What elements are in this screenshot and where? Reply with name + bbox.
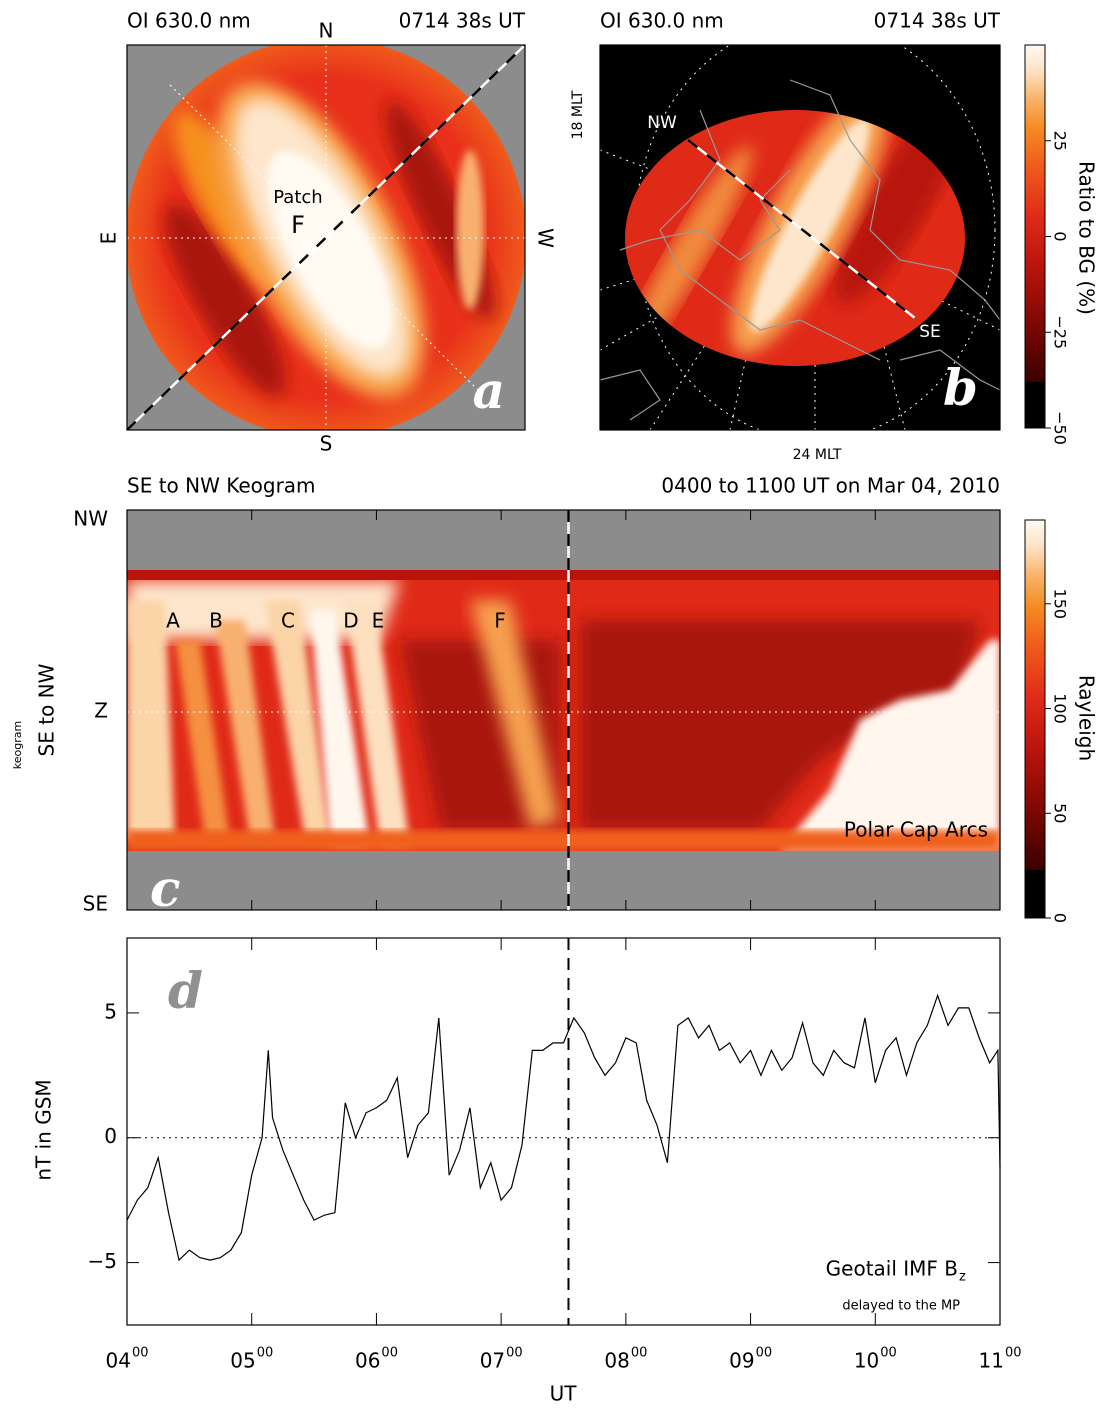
annotation: Polar Cap Arcs (844, 818, 988, 842)
x-tick-label: 05 (230, 1349, 255, 1373)
y-tick-label: −5 (88, 1249, 117, 1273)
y-axis-note: keogram (11, 721, 24, 769)
legend-note: delayed to the MP (842, 1299, 960, 1314)
panel-letter: a (473, 361, 505, 420)
x-axis-title: UT (550, 1382, 578, 1406)
x-tick-label: 04 (106, 1349, 131, 1373)
colorbar (1024, 44, 1046, 429)
title: OI 630.0 nm (127, 9, 251, 33)
event-label: F (494, 609, 506, 633)
colorbar-tick-label: 150 (1051, 589, 1070, 620)
x-tick-label: 08 (604, 1349, 629, 1373)
x-tick-label-sup: 00 (631, 1346, 648, 1361)
colorbar-tick-label: −50 (1051, 411, 1070, 445)
event-label: B (209, 609, 223, 633)
direction: S (320, 432, 333, 456)
legend-text: Geotail IMF B (826, 1257, 958, 1281)
coastlines (599, 79, 1001, 421)
panel-letter: d (168, 961, 203, 1020)
colorbar (1024, 519, 1046, 919)
event-label: E (372, 609, 385, 633)
y-label: NW (73, 507, 108, 531)
frame (126, 509, 1001, 911)
x-tick-label-sup: 00 (381, 1346, 398, 1361)
y-tick-label: 0 (104, 1124, 117, 1148)
legend-subscript: z (959, 1270, 966, 1285)
x-tick-label-sup: 00 (880, 1346, 897, 1361)
panel-c: SE to NW Keogram 0400 to 1100 UT on Mar … (11, 474, 1099, 919)
annotation: F (291, 211, 305, 239)
colorbar-label: Rayleigh (1075, 675, 1099, 761)
colorbar-tick-label: 25 (1051, 131, 1070, 151)
frame (126, 937, 1001, 1326)
panel-letter: c (150, 859, 180, 918)
cut-line (127, 45, 525, 430)
panel-letter: b (943, 358, 978, 417)
direction: W (534, 228, 558, 248)
mlt-label: 18 MLT (570, 90, 586, 139)
frame (126, 44, 526, 431)
time-range: 0400 to 1100 UT on Mar 04, 2010 (661, 474, 1000, 498)
y-axis-title: nT in GSM (32, 1079, 56, 1180)
colorbar-tick-label: 100 (1051, 693, 1070, 724)
colorbar-tick-label: 0 (1051, 231, 1070, 241)
diagonal (169, 84, 481, 393)
event-label: A (166, 609, 180, 633)
y-axis-title: SE to NW (35, 663, 59, 756)
mlt-label: 24 MLT (793, 447, 842, 463)
panel-b: OI 630.0 nm 0714 38s UT 18 MLT 24 MLT NW… (570, 9, 1099, 464)
frame (599, 44, 1001, 431)
x-tick-label-sup: 00 (1005, 1346, 1022, 1361)
allsky-image (127, 45, 525, 430)
colorbar-tick-label: 50 (1051, 803, 1070, 823)
y-label: Z (94, 699, 108, 723)
panel-a: OI 630.0 nm 0714 38s UT N S E W Patch F … (97, 9, 558, 456)
line-label: SE (919, 322, 941, 342)
time: 0714 38s UT (399, 9, 526, 33)
cut-line (687, 139, 916, 319)
annotation: Patch (273, 187, 322, 208)
time: 0714 38s UT (874, 9, 1001, 33)
direction: E (97, 232, 121, 245)
title: SE to NW Keogram (127, 474, 316, 498)
x-tick-label: 06 (355, 1349, 380, 1373)
x-tick-label: 09 (729, 1349, 754, 1373)
y-label: SE (83, 892, 108, 916)
keogram-image (127, 570, 1000, 851)
colorbar-label: Ratio to BG (%) (1075, 161, 1099, 315)
x-tick-label-sup: 00 (506, 1346, 523, 1361)
y-tick-label: 5 (104, 999, 117, 1023)
x-tick-label-sup: 00 (756, 1346, 773, 1361)
x-tick-label: 07 (480, 1349, 505, 1373)
event-label: C (281, 609, 295, 633)
line-label: NW (647, 113, 677, 133)
x-tick-label: 11 (979, 1349, 1004, 1373)
panel-d: d nT in GSM UT Geotail IMF B z delayed t… (32, 937, 1001, 1406)
colorbar-tick-label: 0 (1051, 913, 1070, 923)
x-tick-label-sup: 00 (257, 1346, 274, 1361)
x-tick-label-sup: 00 (132, 1346, 149, 1361)
event-label: D (343, 609, 358, 633)
x-tick-label: 10 (854, 1349, 879, 1373)
title: OI 630.0 nm (600, 9, 724, 33)
colorbar-tick-label: −25 (1051, 315, 1070, 349)
data-line (126, 993, 1001, 1262)
direction: N (319, 19, 334, 43)
